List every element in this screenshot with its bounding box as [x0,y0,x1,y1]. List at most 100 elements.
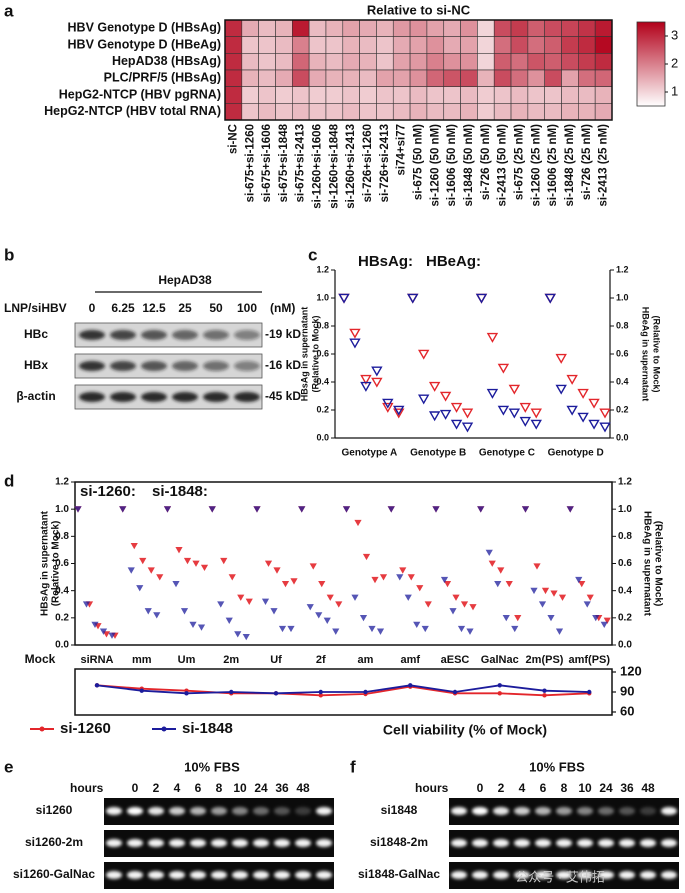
gel-band [451,807,467,815]
blot-strip [74,322,263,348]
heat-cell [342,53,360,71]
heat-cell [594,53,613,71]
heat-cell [342,103,360,121]
blot-band [203,330,229,340]
point [450,402,463,413]
heatmap-title: Relative to si-NC [367,2,471,17]
gel-band [598,839,614,847]
y2-axis-title: (Relative to Mock) [652,315,662,392]
gel-hour: 4 [519,781,526,795]
heat-cell [477,69,495,87]
heat-cell [477,36,495,54]
point [555,384,567,395]
point [544,293,556,304]
gel-band [295,871,311,879]
point [521,506,530,513]
gel-band [148,871,164,879]
y2-axis-title: HBeAg in supernatant [641,511,652,617]
panel-letter: c [308,245,317,264]
blot-dose: 12.5 [142,301,166,315]
column-label: si-675+si-1606 [261,124,273,202]
gel-band [640,807,656,815]
gel-band [169,871,185,879]
y2-tick-label: 0.4 [618,585,632,596]
point [180,608,189,615]
gel-condition: 10% FBS [184,759,240,774]
heat-cell [594,103,613,121]
panel-letter: d [4,471,14,490]
point [514,614,522,622]
y-tick-label: 0.2 [316,404,329,414]
y-tick-label: 0.0 [55,640,69,651]
heat-cell [527,19,545,37]
heat-cell [426,53,445,71]
heat-cell [392,19,411,37]
column-label: si-2413 (50 nM) [497,124,509,207]
heat-cell [443,53,461,71]
blot-band [172,392,198,402]
point [457,625,466,633]
gel-band [232,807,248,815]
gel-band [127,871,143,879]
heat-cell [376,36,394,54]
point [323,617,331,624]
row-label: PLC/PRF/5 (HBsAg) [104,71,221,85]
point [424,601,432,608]
x-category-label: Genotype D [548,448,604,459]
heat-cell [241,86,259,104]
point [127,567,135,574]
point [208,506,216,513]
y2-tick-label: 0.8 [618,531,632,542]
point [332,628,340,635]
point [588,398,600,409]
heat-cell [544,19,562,37]
point [421,625,429,633]
column-label: si-726+si-1260 [362,124,374,202]
column-label: si-675 (25 nM) [513,124,525,200]
point [566,374,578,385]
point [477,506,485,513]
legend-entry: si-1848: [152,483,208,500]
heat-cell [376,53,394,71]
heat-cell [561,36,579,54]
blot-band [79,392,105,402]
heat-cell [392,86,411,104]
heat-cell [376,19,394,37]
heat-cell [241,53,259,71]
column-label: si-726 (50 nM) [480,124,492,200]
gel-hour: 48 [296,781,310,795]
point [91,621,99,629]
gel-hour: 8 [561,781,568,795]
point [351,594,359,601]
gel-band [577,807,593,815]
point [290,578,298,585]
point [428,411,441,422]
blot-band [141,330,167,340]
y-tick-label: 1.0 [316,292,329,302]
point [404,594,412,601]
blot-dose: 0 [89,301,96,315]
gel-hour: 0 [477,781,484,795]
heat-cell [510,36,529,54]
heat-cell [561,86,579,104]
blot-band [110,330,136,340]
point [497,691,502,696]
point [497,363,510,374]
gel-band [661,871,677,879]
heat-cell [409,69,428,87]
heat-cell [561,19,579,37]
x-row-label: Mock [25,652,56,666]
blot-band [110,392,136,402]
heat-cell [443,36,461,54]
heat-cell [292,103,310,121]
heat-cell [426,36,445,54]
heat-cell [544,86,562,104]
y2-tick-label: 0.4 [616,376,629,386]
point [575,576,583,584]
point [192,560,200,567]
point [359,614,368,622]
point [587,689,592,695]
point [603,617,611,624]
y-axis-title: (Relative to Mock) [51,521,62,607]
point [183,557,192,565]
